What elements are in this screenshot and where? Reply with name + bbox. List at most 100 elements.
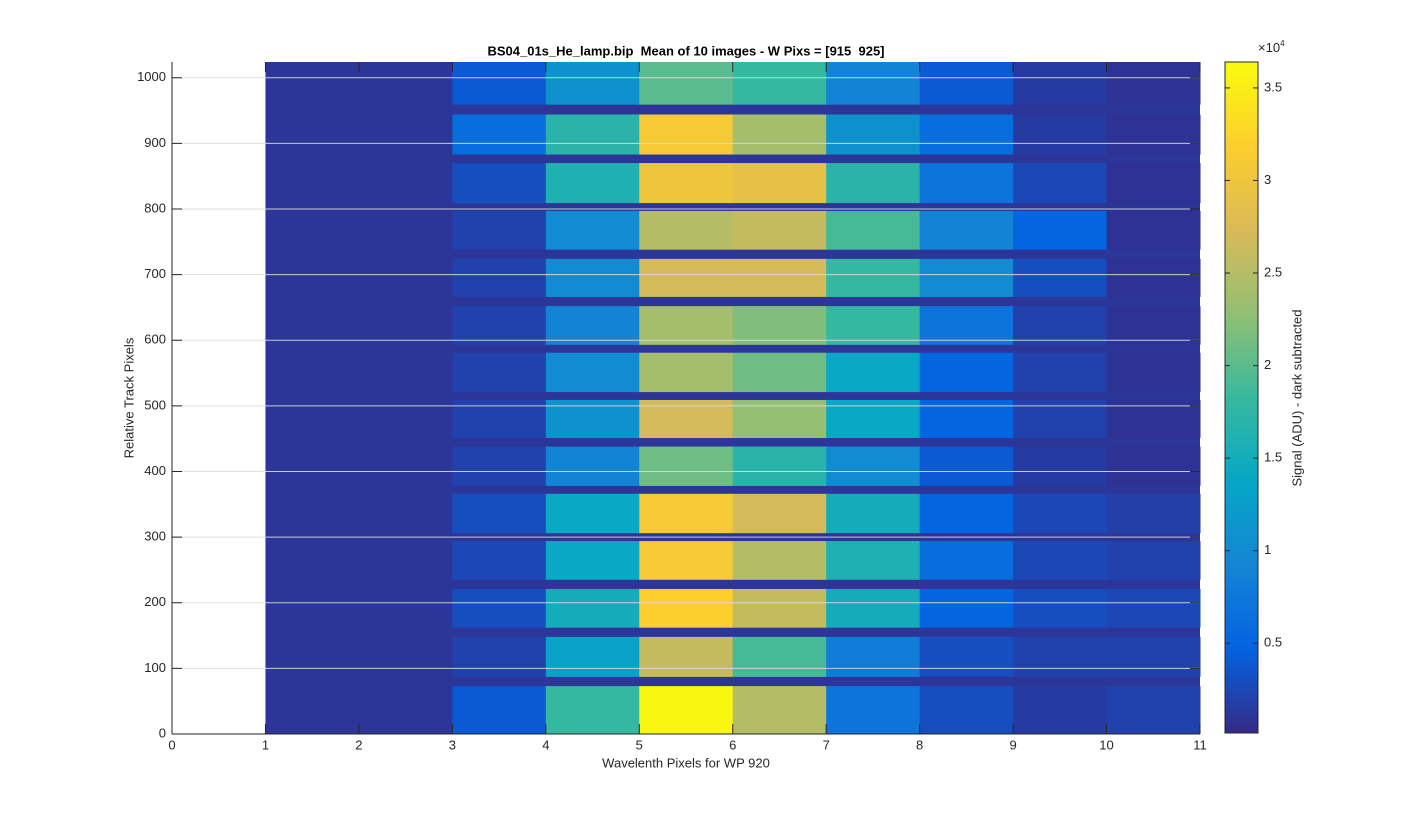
heatmap-cell [545, 446, 640, 486]
heatmap-cell [919, 62, 1014, 105]
heatmap-cell [545, 352, 640, 393]
heatmap [265, 62, 1201, 734]
heatmap-cell [545, 588, 640, 628]
heatmap-cell [1013, 636, 1108, 677]
heatmap-cell [545, 114, 640, 155]
heatmap-cell [826, 163, 921, 204]
heatmap-cell [1013, 352, 1108, 393]
heatmap-cell [826, 210, 921, 250]
heatmap-cell [919, 163, 1014, 204]
heatmap-cell [732, 210, 827, 250]
heatmap-cell [826, 258, 921, 297]
heatmap-cell [732, 588, 827, 628]
heatmap-cell [1013, 258, 1108, 297]
heatmap-cell [639, 686, 734, 734]
heatmap-cell [1106, 62, 1201, 105]
heatmap-cell [639, 306, 734, 345]
background-cell [265, 62, 1200, 734]
heatmap-cell [545, 306, 640, 345]
heatmap-cell [1106, 588, 1201, 628]
heatmap-cell [1013, 493, 1108, 534]
heatmap-cell [452, 636, 547, 677]
heatmap-cell [919, 258, 1014, 297]
heatmap-cell [452, 446, 547, 486]
heatmap-cell [732, 163, 827, 204]
y-tick-label: 300 [144, 529, 166, 544]
heatmap-cell [1106, 210, 1201, 250]
y-tick-label: 900 [144, 135, 166, 150]
heatmap-cell [732, 258, 827, 297]
heatmap-cell [452, 493, 547, 534]
colorbar-exponent: ×104 [1258, 39, 1285, 55]
heatmap-cell [545, 493, 640, 534]
x-axis-label: Wavelenth Pixels for WP 920 [602, 755, 770, 770]
y-tick-label: 600 [144, 332, 166, 347]
heatmap-cell [826, 541, 921, 580]
heatmap-cell [1013, 588, 1108, 628]
y-tick-label: 400 [144, 463, 166, 478]
y-tick-label: 1000 [137, 69, 166, 84]
x-tick-label: 9 [1009, 737, 1016, 752]
heatmap-cell [639, 114, 734, 155]
heatmap-cell [919, 306, 1014, 345]
heatmap-cell [545, 210, 640, 250]
heatmap-cell [639, 541, 734, 580]
heatmap-cell [919, 541, 1014, 580]
heatmap-cell [452, 306, 547, 345]
heatmap-cell [732, 114, 827, 155]
y-axis-label: Relative Track Pixels [121, 337, 136, 458]
x-tick-label: 4 [542, 737, 549, 752]
heatmap-cell [545, 541, 640, 580]
heatmap-cell [639, 163, 734, 204]
y-tick-label: 100 [144, 660, 166, 675]
colorbar-tick-label: 1.5 [1264, 450, 1282, 465]
heatmap-cell [1013, 163, 1108, 204]
heatmap-cell [639, 588, 734, 628]
exponent-base: ×10 [1258, 40, 1280, 55]
heatmap-cell [826, 588, 921, 628]
heatmap-cell [1106, 306, 1201, 345]
y-tick-label: 800 [144, 200, 166, 215]
x-tick-label: 2 [355, 737, 362, 752]
heatmap-cell [919, 114, 1014, 155]
heatmap-cell [545, 163, 640, 204]
chart-title: BS04_01s_He_lamp.bip Mean of 10 images -… [487, 43, 884, 58]
heatmap-cell [452, 210, 547, 250]
heatmap-cell [732, 686, 827, 734]
y-tick-label: 700 [144, 266, 166, 281]
heatmap-cell [639, 210, 734, 250]
x-tick-label: 1 [262, 737, 269, 752]
heatmap-cell [639, 258, 734, 297]
x-tick-label: 10 [1099, 737, 1113, 752]
heatmap-cell [919, 352, 1014, 393]
heatmap-cell [1106, 636, 1201, 677]
heatmap-cell [545, 258, 640, 297]
heatmap-cell [1013, 62, 1108, 105]
x-tick-label: 5 [636, 737, 643, 752]
colorbar-tick-label: 1 [1264, 542, 1271, 557]
heatmap-cell [732, 306, 827, 345]
heatmap-cell [826, 114, 921, 155]
heatmap-cell [639, 62, 734, 105]
heatmap-cell [1106, 446, 1201, 486]
heatmap-cell [452, 541, 547, 580]
heatmap-cell [639, 352, 734, 393]
heatmap-cell [452, 114, 547, 155]
colorbar-tick-label: 2.5 [1264, 264, 1282, 279]
heatmap-cell [826, 306, 921, 345]
heatmap-cell [639, 636, 734, 677]
heatmap-cell [919, 446, 1014, 486]
heatmap-cell [826, 446, 921, 486]
colorbar [1224, 61, 1259, 734]
x-tick-label: 11 [1193, 737, 1207, 752]
heatmap-cell [1106, 114, 1201, 155]
heatmap-cell [1013, 541, 1108, 580]
colorbar-label: Signal (ADU) - dark subtracted [1289, 309, 1304, 486]
y-tick-label: 200 [144, 594, 166, 609]
heatmap-cell [452, 686, 547, 734]
heatmap-cell [1013, 306, 1108, 345]
heatmap-cell [826, 352, 921, 393]
x-tick-label: 6 [729, 737, 736, 752]
heatmap-cell [545, 62, 640, 105]
